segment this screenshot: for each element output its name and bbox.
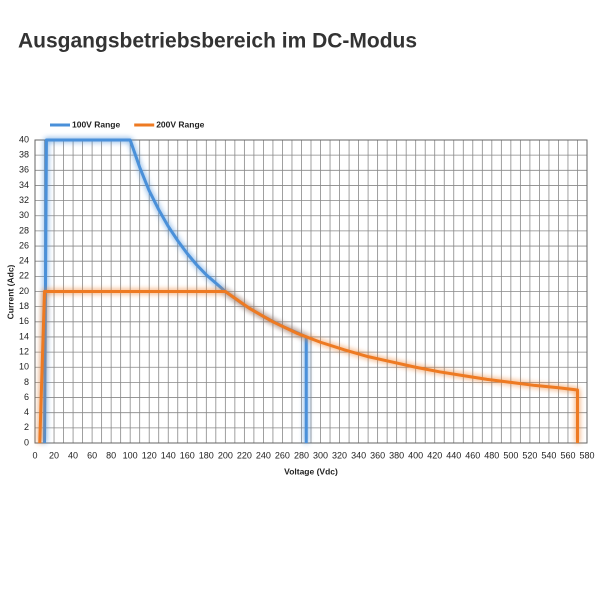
- x-tick-label: 220: [237, 450, 252, 460]
- x-tick-label: 260: [275, 450, 290, 460]
- x-tick-label: 500: [503, 450, 518, 460]
- y-tick-label: 26: [19, 240, 29, 250]
- legend-label: 200V Range: [156, 119, 204, 129]
- x-tick-label: 340: [351, 450, 366, 460]
- y-tick-label: 4: [24, 407, 29, 417]
- y-tick-label: 8: [24, 377, 29, 387]
- x-tick-label: 440: [446, 450, 461, 460]
- y-tick-label: 22: [19, 271, 29, 281]
- y-tick-label: 36: [19, 165, 29, 175]
- x-tick-label: 460: [465, 450, 480, 460]
- y-tick-label: 10: [19, 362, 29, 372]
- x-tick-label: 120: [142, 450, 157, 460]
- x-tick-label: 280: [294, 450, 309, 460]
- y-tick-label: 12: [19, 346, 29, 356]
- x-tick-label: 240: [256, 450, 271, 460]
- x-tick-label: 0: [32, 450, 37, 460]
- x-tick-label: 160: [180, 450, 195, 460]
- x-axis-label: Voltage (Vdc): [284, 466, 338, 476]
- x-tick-label: 420: [427, 450, 442, 460]
- x-tick-label: 300: [313, 450, 328, 460]
- x-tick-label: 140: [161, 450, 176, 460]
- x-tick-label: 360: [370, 450, 385, 460]
- x-tick-label: 580: [579, 450, 594, 460]
- x-tick-label: 540: [541, 450, 556, 460]
- x-tick-label: 40: [68, 450, 78, 460]
- x-tick-label: 320: [332, 450, 347, 460]
- x-tick-label: 400: [408, 450, 423, 460]
- y-tick-label: 2: [24, 422, 29, 432]
- x-tick-label: 100: [123, 450, 138, 460]
- x-tick-label: 200: [218, 450, 233, 460]
- plot-frame: [34, 139, 588, 444]
- y-tick-label: 24: [19, 256, 29, 266]
- x-tick-label: 380: [389, 450, 404, 460]
- y-tick-label: 40: [19, 134, 29, 144]
- x-tick-label: 60: [87, 450, 97, 460]
- y-tick-label: 16: [19, 316, 29, 326]
- y-tick-label: 20: [19, 286, 29, 296]
- y-tick-label: 0: [24, 437, 29, 447]
- y-axis-label: Current (Adc): [5, 264, 15, 319]
- x-tick-label: 20: [49, 450, 59, 460]
- chart-title: Ausgangsbetriebsbereich im DC-Modus: [18, 30, 417, 53]
- series-line: [38, 290, 579, 444]
- y-tick-label: 28: [19, 225, 29, 235]
- y-tick-label: 32: [19, 195, 29, 205]
- x-tick-label: 180: [199, 450, 214, 460]
- y-tick-label: 30: [19, 210, 29, 220]
- y-tick-label: 6: [24, 392, 29, 402]
- y-tick-label: 14: [19, 331, 29, 341]
- x-tick-label: 80: [106, 450, 116, 460]
- x-tick-label: 480: [484, 450, 499, 460]
- x-tick-label: 560: [560, 450, 575, 460]
- y-tick-label: 34: [19, 180, 29, 190]
- y-tick-label: 18: [19, 301, 29, 311]
- y-tick-label: 38: [19, 150, 29, 160]
- x-tick-label: 520: [522, 450, 537, 460]
- legend-label: 100V Range: [72, 119, 120, 129]
